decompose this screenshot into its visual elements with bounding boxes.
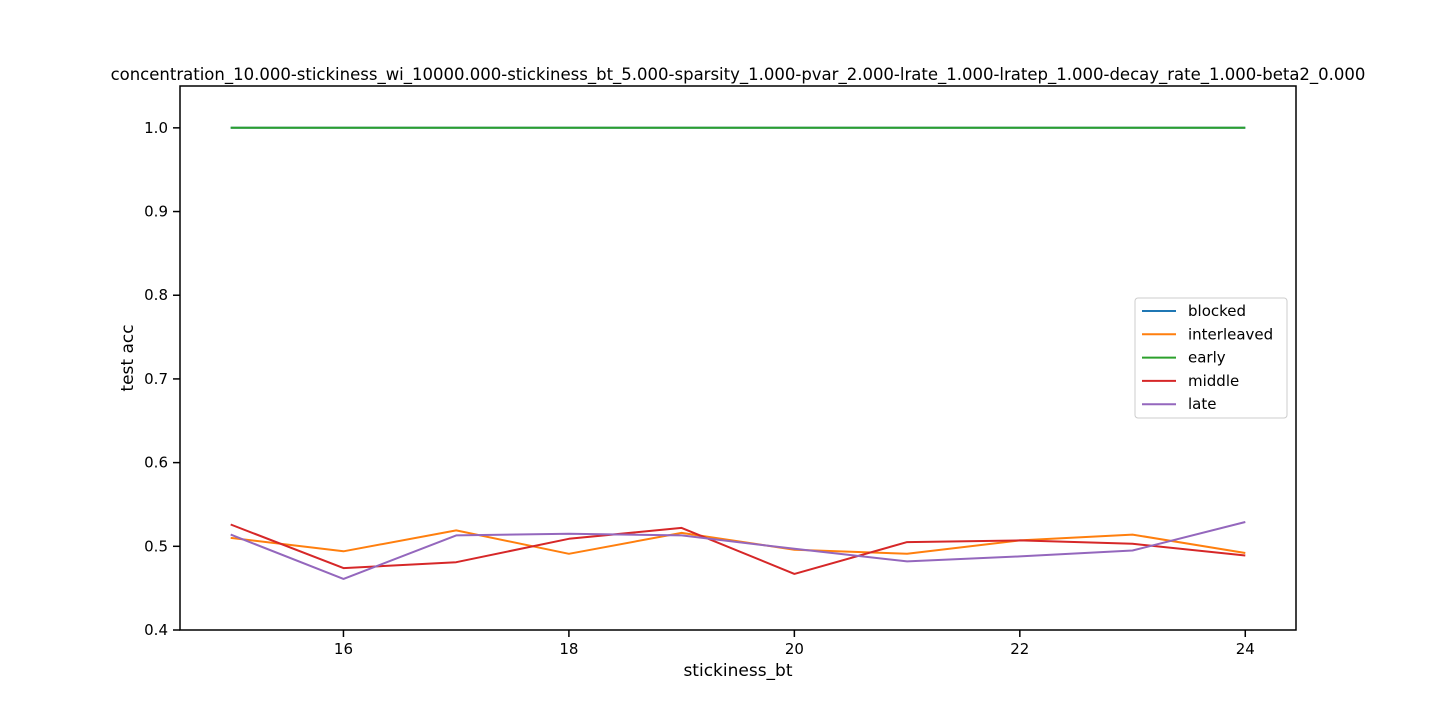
y-tick-label: 0.7 [144,370,168,388]
y-tick-label: 0.9 [144,203,168,221]
x-tick-label: 24 [1236,640,1255,658]
legend-label-early: early [1188,349,1226,367]
y-tick-label: 0.8 [144,286,168,304]
x-tick-label: 18 [559,640,578,658]
x-axis-label: stickiness_bt [683,661,792,681]
y-tick-label: 1.0 [144,119,168,137]
series-line-late [230,521,1246,580]
legend-label-interleaved: interleaved [1188,325,1273,343]
legend: blocked interleaved early middle late [1134,297,1288,419]
y-tick-label: 0.5 [144,537,168,555]
chart-title: concentration_10.000-stickiness_wi_10000… [111,65,1366,85]
legend-label-late: late [1188,395,1216,413]
x-tick-label: 22 [1010,640,1029,658]
x-tick-label: 16 [334,640,353,658]
legend-label-blocked: blocked [1188,302,1246,320]
y-axis-label: test acc [118,324,138,391]
axes-frame [179,85,1297,631]
legend-label-middle: middle [1188,372,1239,390]
series-line-middle [230,523,1246,575]
legend-box [1134,297,1288,419]
x-ticks: 16 18 20 22 24 [334,630,1255,658]
y-tick-label: 0.6 [144,454,168,472]
x-tick-label: 20 [785,640,804,658]
y-tick-label: 0.4 [144,621,168,639]
y-ticks: 0.4 0.5 0.6 0.7 0.8 0.9 1.0 [144,119,180,639]
series-layer [230,126,1246,580]
